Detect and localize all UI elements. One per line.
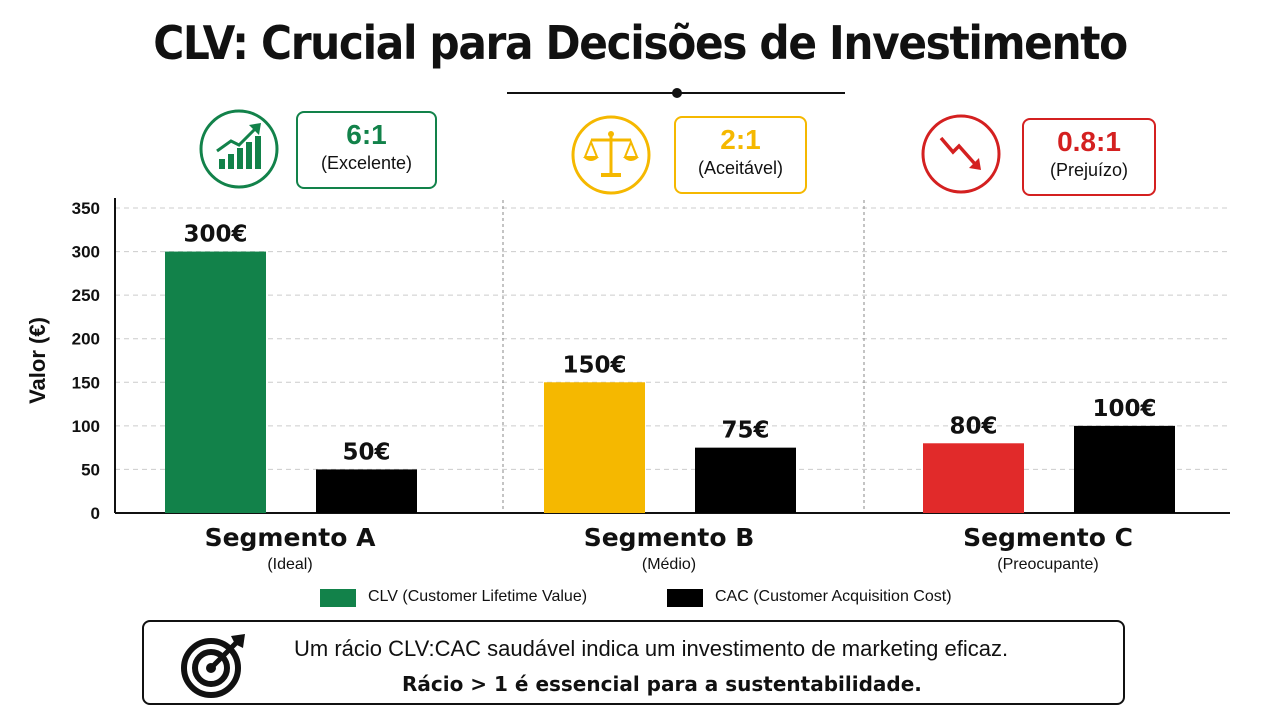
legend-label-clv: CLV (Customer Lifetime Value) bbox=[368, 588, 588, 605]
ratio-box-a: 6:1 (Excelente) bbox=[296, 111, 437, 189]
target-icon bbox=[181, 634, 245, 698]
data-label: 80€ bbox=[949, 413, 997, 439]
ratio-label-b: (Aceitável) bbox=[697, 158, 784, 178]
data-label: 150€ bbox=[562, 352, 626, 378]
data-label: 75€ bbox=[721, 418, 769, 444]
ratio-label-a: (Excelente) bbox=[320, 153, 413, 173]
y-tick-label: 350 bbox=[72, 199, 100, 218]
cac-bar-2 bbox=[695, 447, 796, 513]
cac-bar-1 bbox=[316, 469, 417, 513]
legend-label-cac: CAC (Customer Acquisition Cost) bbox=[715, 588, 952, 605]
balance-scale-icon bbox=[571, 115, 651, 195]
legend-swatch-cac bbox=[667, 589, 703, 607]
page-title: CLV: Crucial para Decisões de Investimen… bbox=[153, 16, 1128, 70]
clv-bar-2 bbox=[544, 382, 645, 513]
y-tick-label: 50 bbox=[81, 460, 100, 479]
growth-chart-icon bbox=[199, 109, 279, 189]
y-axis-title: Valor (€) bbox=[25, 317, 50, 404]
cac-bar-3 bbox=[1074, 425, 1175, 513]
category-subtitle: (Preocupante) bbox=[997, 556, 1098, 573]
legend-swatch-clv bbox=[320, 589, 356, 607]
y-tick-label: 0 bbox=[91, 504, 100, 523]
y-tick-label: 100 bbox=[72, 417, 100, 436]
category-label: Segmento B bbox=[584, 523, 755, 552]
category-subtitle: (Ideal) bbox=[267, 556, 312, 573]
y-tick-label: 250 bbox=[72, 286, 100, 305]
clv-bar-1 bbox=[165, 251, 266, 514]
footer-message: Um rácio CLV:CAC saudável indica um inve… bbox=[294, 636, 1009, 661]
ratio-value-c: 0.8:1 bbox=[1057, 126, 1121, 157]
data-label: 300€ bbox=[183, 222, 247, 248]
data-label: 50€ bbox=[342, 439, 390, 465]
y-tick-label: 300 bbox=[72, 243, 100, 262]
data-label: 100€ bbox=[1092, 396, 1156, 422]
ratio-box-c: 0.8:1 (Prejuízo) bbox=[1022, 118, 1156, 196]
footer-callout: Um rácio CLV:CAC saudável indica um inve… bbox=[142, 620, 1125, 705]
ratio-label-c: (Prejuízo) bbox=[1049, 160, 1129, 180]
ratio-value-a: 6:1 bbox=[346, 119, 387, 150]
y-tick-label: 200 bbox=[72, 330, 100, 349]
clv-bar-3 bbox=[923, 443, 1024, 513]
category-label: Segmento C bbox=[963, 523, 1133, 552]
ratio-box-b: 2:1 (Aceitável) bbox=[674, 116, 807, 194]
decline-arrow-icon bbox=[921, 114, 1001, 194]
category-subtitle: (Médio) bbox=[642, 556, 696, 573]
title-divider bbox=[507, 88, 845, 98]
footer-emphasis: Rácio > 1 é essencial para a sustentabil… bbox=[402, 672, 922, 696]
ratio-value-b: 2:1 bbox=[720, 124, 761, 155]
category-label: Segmento A bbox=[205, 523, 376, 552]
y-tick-label: 150 bbox=[72, 373, 100, 392]
